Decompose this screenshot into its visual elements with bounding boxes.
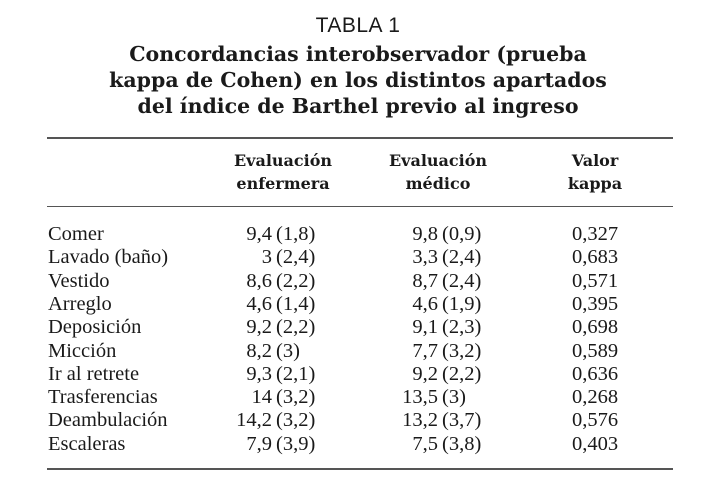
kappa-value: 0,268 bbox=[571, 386, 619, 409]
medico-sd: (3,7) bbox=[442, 409, 482, 432]
medico-sd: (2,4) bbox=[442, 246, 482, 269]
kappa-value: 0,403 bbox=[571, 432, 619, 455]
table-title-line: del índice de Barthel previo al ingreso bbox=[137, 94, 579, 118]
table-row: Lavado (baño) 3 (2,4) 3,3 (2,4) 0,683 bbox=[0, 246, 716, 269]
header-valor-kappa: Valor kappa bbox=[540, 149, 650, 195]
header-evaluacion-enfermera: Evaluación enfermera bbox=[215, 149, 351, 195]
kappa-value: 0,576 bbox=[571, 409, 619, 432]
bottom-rule bbox=[47, 468, 673, 470]
enfermera-sd: (2,2) bbox=[276, 316, 316, 339]
medico-sd: (3,2) bbox=[442, 339, 482, 362]
enfermera-sd: (2,4) bbox=[276, 246, 316, 269]
medico-sd: (2,3) bbox=[442, 316, 482, 339]
row-label: Vestido bbox=[48, 269, 110, 292]
medico-sd: (2,4) bbox=[442, 269, 482, 292]
medico-sd: (3) bbox=[442, 386, 466, 409]
medico-value: 4,6 bbox=[412, 292, 438, 315]
table-title-line: kappa de Cohen) en los distintos apartad… bbox=[109, 68, 607, 92]
table-row: Deambulación 14,2 (3,2) 13,2 (3,7) 0,576 bbox=[0, 409, 716, 432]
enfermera-sd: (2,1) bbox=[276, 362, 316, 385]
kappa-value: 0,395 bbox=[571, 292, 619, 315]
header-line: médico bbox=[405, 174, 471, 193]
table-row: Ir al retrete 9,3 (2,1) 9,2 (2,2) 0,636 bbox=[0, 363, 716, 386]
table-row: Vestido 8,6 (2,2) 8,7 (2,4) 0,571 bbox=[0, 270, 716, 293]
enfermera-sd: (3,9) bbox=[276, 432, 316, 455]
enfermera-sd: (2,2) bbox=[276, 269, 316, 292]
row-label: Micción bbox=[48, 339, 117, 362]
enfermera-value: 9,3 bbox=[246, 362, 272, 385]
enfermera-value: 3 bbox=[261, 246, 272, 269]
enfermera-value: 7,9 bbox=[246, 432, 272, 455]
medico-value: 3,3 bbox=[412, 246, 438, 269]
table-row: Deposición 9,2 (2,2) 9,1 (2,3) 0,698 bbox=[0, 316, 716, 339]
enfermera-value: 8,6 bbox=[246, 269, 272, 292]
medico-value: 9,8 bbox=[412, 223, 438, 245]
medico-value: 9,1 bbox=[412, 316, 438, 339]
enfermera-value: 8,2 bbox=[246, 339, 272, 362]
medico-sd: (3,8) bbox=[442, 432, 482, 455]
table-title-line: Concordancias interobservador (prueba bbox=[129, 42, 587, 66]
kappa-value: 0,636 bbox=[571, 362, 619, 385]
table-row: Comer 9,4 (1,8) 9,8 (0,9) 0,327 bbox=[0, 223, 716, 246]
enfermera-value: 9,4 bbox=[246, 223, 272, 245]
medico-sd: (0,9) bbox=[442, 223, 482, 245]
medico-value: 7,7 bbox=[412, 339, 438, 362]
row-label: Trasferencias bbox=[48, 386, 158, 409]
enfermera-value: 14 bbox=[251, 386, 273, 409]
enfermera-sd: (1,4) bbox=[276, 292, 316, 315]
header-line: Valor bbox=[571, 151, 619, 170]
header-rule bbox=[47, 206, 673, 207]
enfermera-value: 14,2 bbox=[236, 409, 272, 432]
header-line: Evaluación bbox=[233, 151, 333, 170]
table-number: TABLA 1 bbox=[315, 14, 401, 37]
enfermera-sd: (1,8) bbox=[276, 223, 316, 245]
header-line: Evaluación bbox=[388, 151, 488, 170]
medico-value: 13,5 bbox=[402, 386, 438, 409]
enfermera-value: 4,6 bbox=[246, 292, 272, 315]
table-row: Trasferencias 14 (3,2) 13,5 (3) 0,268 bbox=[0, 386, 716, 409]
table-row: Micción 8,2 (3) 7,7 (3,2) 0,589 bbox=[0, 340, 716, 363]
table-row: Arreglo 4,6 (1,4) 4,6 (1,9) 0,395 bbox=[0, 293, 716, 316]
header-evaluacion-medico: Evaluación médico bbox=[370, 149, 506, 195]
enfermera-sd: (3,2) bbox=[276, 386, 316, 409]
header-line: kappa bbox=[567, 174, 623, 193]
enfermera-sd: (3,2) bbox=[276, 409, 316, 432]
row-label: Deambulación bbox=[48, 409, 168, 432]
header-line: enfermera bbox=[236, 174, 330, 193]
top-rule bbox=[47, 137, 673, 139]
row-label: Lavado (baño) bbox=[48, 246, 169, 269]
row-label: Deposición bbox=[48, 316, 142, 339]
medico-value: 7,5 bbox=[412, 432, 438, 455]
enfermera-sd: (3) bbox=[276, 339, 300, 362]
kappa-value: 0,683 bbox=[571, 246, 619, 269]
kappa-value: 0,327 bbox=[571, 223, 619, 245]
row-label: Ir al retrete bbox=[48, 362, 140, 385]
kappa-value: 0,589 bbox=[571, 339, 619, 362]
medico-value: 13,2 bbox=[402, 409, 438, 432]
medico-value: 8,7 bbox=[412, 269, 438, 292]
enfermera-value: 9,2 bbox=[246, 316, 272, 339]
row-label: Escaleras bbox=[48, 432, 126, 455]
row-label: Arreglo bbox=[48, 292, 112, 315]
row-label: Comer bbox=[48, 223, 104, 245]
kappa-value: 0,571 bbox=[571, 269, 619, 292]
kappa-value: 0,698 bbox=[571, 316, 619, 339]
medico-sd: (2,2) bbox=[442, 362, 482, 385]
medico-sd: (1,9) bbox=[442, 292, 482, 315]
table-row: Escaleras 7,9 (3,9) 7,5 (3,8) 0,403 bbox=[0, 433, 716, 456]
medico-value: 9,2 bbox=[412, 362, 438, 385]
